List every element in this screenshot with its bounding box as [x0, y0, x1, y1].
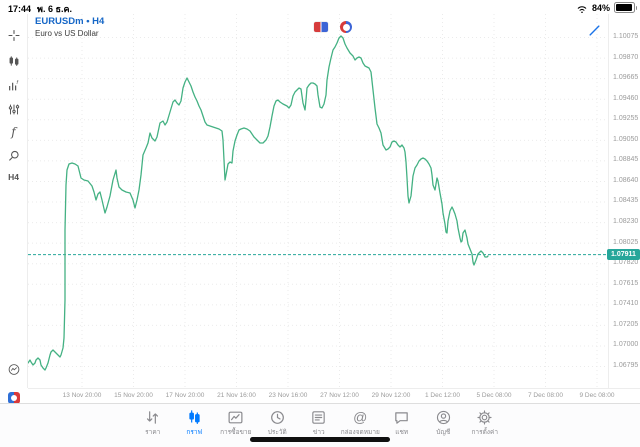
zoom-icon[interactable] [7, 149, 20, 162]
chart-type-icon[interactable] [7, 55, 20, 68]
indicators-icon[interactable]: f [7, 79, 20, 92]
tab-label: ประวัติ [267, 429, 287, 436]
price-tick: 1.06795 [613, 362, 639, 369]
price-tick: 1.07820 [613, 259, 639, 266]
price-tick: 1.07410 [613, 300, 639, 307]
price-tick: 1.08435 [613, 197, 639, 204]
mailbox-at-icon: @ [353, 409, 368, 425]
news-icon [310, 409, 327, 426]
price-tick: 1.08230 [613, 218, 639, 225]
symbol-separator: • [86, 16, 90, 27]
price-tick: 1.09870 [613, 54, 639, 61]
tab-account[interactable]: บัญชี [423, 407, 465, 437]
tab-chart[interactable]: กราฟ [174, 407, 216, 437]
tab-trade[interactable]: การซื้อขาย [215, 407, 257, 437]
clock-time: 17:44 [8, 4, 32, 14]
metatrader-logo[interactable] [7, 392, 20, 404]
function-icon[interactable]: f [11, 125, 16, 139]
objects-icon[interactable] [7, 103, 20, 116]
chat-bubble-icon [393, 409, 410, 426]
tab-label: กราฟ [186, 429, 203, 436]
wifi-icon [576, 3, 588, 13]
chart-toolbar: f f H4 [0, 14, 28, 404]
home-indicator[interactable] [250, 437, 390, 442]
tab-mailbox[interactable]: @ กล่องจดหมาย [340, 407, 382, 437]
date-tick: 29 Nov 12:00 [371, 392, 411, 399]
status-bar: 17:44 พ. 6 ธ.ค. 84% [0, 0, 640, 14]
symbol-timeframe: H4 [92, 16, 105, 27]
date-tick: 7 Dec 08:00 [527, 392, 564, 399]
price-tick: 1.08640 [613, 177, 639, 184]
quick-chart-icon[interactable] [7, 363, 20, 376]
quotes-arrows-icon [144, 409, 161, 426]
tab-settings[interactable]: การตั้งค่า [464, 407, 506, 437]
date-tick: 21 Nov 16:00 [217, 392, 256, 399]
candlestick-chart-icon [186, 409, 203, 426]
account-icon [435, 409, 452, 426]
date-tick: 5 Dec 08:00 [476, 392, 512, 399]
status-date: พ. 6 ธ.ค. [37, 4, 72, 14]
price-tick: 1.09665 [613, 74, 639, 81]
svg-text:f: f [16, 80, 18, 86]
price-tick: 1.10075 [613, 33, 639, 40]
date-tick: 1 Dec 12:00 [424, 392, 461, 399]
price-axis: 1.10075 1.09870 1.09665 1.09460 1.09255 … [608, 14, 640, 388]
tab-history[interactable]: ประวัติ [257, 407, 299, 437]
price-tick: 1.07000 [613, 341, 639, 348]
tab-label: การตั้งค่า [471, 429, 498, 436]
date-axis: 13 Nov 20:00 15 Nov 20:00 17 Nov 20:00 2… [28, 388, 640, 404]
trade-chart-icon [227, 409, 244, 426]
tab-label: ราคา [145, 429, 161, 436]
price-tick: 1.07615 [613, 280, 639, 287]
tab-news[interactable]: ข่าว [298, 407, 340, 437]
price-tick: 1.09460 [613, 95, 639, 102]
chart-header[interactable]: EURUSDm • H4 Euro vs US Dollar [35, 16, 104, 39]
calendar-event-clock-icon[interactable] [340, 21, 352, 33]
tab-label: บัญชี [436, 429, 451, 436]
price-tick: 1.08845 [613, 156, 639, 163]
settings-gear-icon [476, 409, 493, 426]
crosshair-icon[interactable] [7, 29, 20, 42]
battery-percent: 84% [591, 2, 610, 13]
symbol-name: EURUSDm [35, 16, 84, 27]
calendar-event-flag-icon[interactable] [314, 22, 328, 32]
history-clock-icon [269, 409, 286, 426]
current-price-tag: 1.07911 [607, 249, 640, 260]
timeframe-button[interactable]: H4 [8, 172, 19, 182]
date-tick: 17 Nov 20:00 [165, 392, 205, 399]
date-tick: 9 Dec 08:00 [579, 392, 615, 399]
symbol-description: Euro vs US Dollar [35, 28, 99, 38]
price-tick: 1.08025 [613, 239, 639, 246]
battery-icon [614, 2, 637, 13]
date-tick: 27 Nov 12:00 [320, 392, 359, 399]
price-tick: 1.09255 [613, 115, 639, 122]
price-tick: 1.07205 [613, 321, 639, 328]
date-tick: 15 Nov 20:00 [114, 392, 153, 399]
tab-label: ข่าว [312, 429, 325, 436]
tab-label: กล่องจดหมาย [340, 429, 380, 436]
tab-quotes[interactable]: ราคา [132, 407, 174, 437]
date-tick: 13 Nov 20:00 [62, 392, 102, 399]
tab-label: การซื้อขาย [220, 429, 252, 436]
price-tick: 1.09050 [613, 136, 639, 143]
tab-chat[interactable]: แชท [381, 407, 423, 437]
date-tick: 23 Nov 16:00 [268, 392, 308, 399]
trendline-tool-icon[interactable] [588, 24, 601, 37]
tab-label: แชท [395, 429, 409, 436]
